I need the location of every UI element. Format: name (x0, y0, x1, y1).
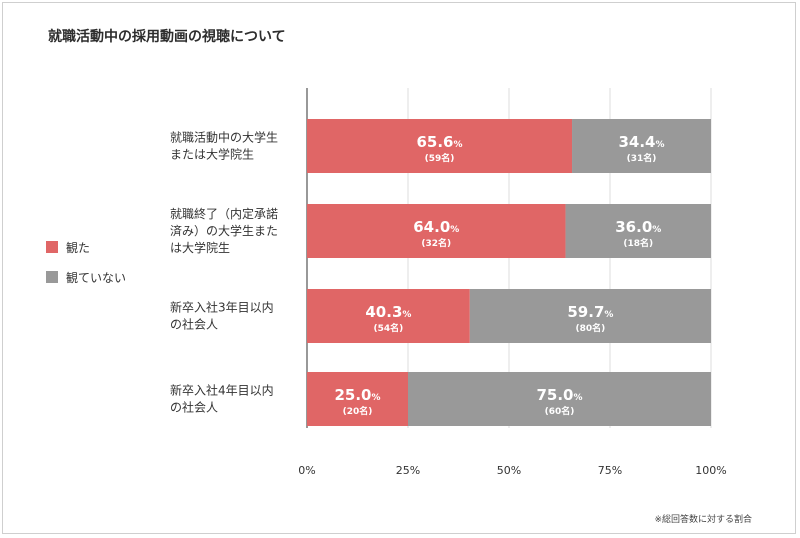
x-tick-label: 0% (298, 464, 315, 477)
count-label: (32名) (421, 237, 451, 249)
category-label: 就職活動中の大学生 (170, 130, 278, 145)
count-label: (59名) (425, 152, 455, 164)
x-tick-label: 50% (497, 464, 521, 477)
category-label: 就職終了（内定承諾 (170, 206, 278, 221)
data-label: 36.0% (615, 218, 661, 236)
bar-watched (307, 204, 566, 258)
legend-item-watched: 観た (46, 238, 126, 256)
data-label: 40.3% (365, 303, 411, 321)
legend-swatch-watched (46, 241, 58, 253)
bar-watched (307, 289, 470, 343)
data-label: 75.0% (536, 386, 582, 404)
bar-watched (307, 372, 408, 426)
legend: 観た 観ていない (46, 238, 126, 298)
x-tick-label: 25% (396, 464, 420, 477)
data-label: 64.0% (413, 218, 459, 236)
category-label: 済み）の大学生また (170, 223, 278, 238)
bar-watched (307, 119, 573, 173)
data-label: 34.4% (618, 133, 664, 151)
bar-not-watched (408, 372, 711, 426)
data-label: 59.7% (567, 303, 613, 321)
legend-swatch-not-watched (46, 271, 58, 283)
data-label: 65.6% (416, 133, 462, 151)
count-label: (20名) (343, 405, 373, 417)
bar-not-watched (469, 289, 711, 343)
legend-label-watched: 観た (66, 240, 91, 255)
count-label: (54名) (374, 322, 404, 334)
category-label: 新卒入社4年目以内 (170, 383, 274, 398)
category-label: または大学院生 (170, 147, 254, 162)
chart-title: 就職活動中の採用動画の視聴について (48, 29, 286, 45)
footnote: ※総回答数に対する割合 (654, 515, 752, 525)
category-label: は大学院生 (170, 240, 230, 255)
category-label: 新卒入社3年目以内 (170, 300, 274, 315)
category-label: の社会人 (170, 317, 218, 332)
bar-not-watched (572, 119, 711, 173)
count-label: (31名) (627, 152, 657, 164)
x-tick-label: 100% (695, 464, 726, 477)
legend-item-not-watched: 観ていない (46, 268, 126, 286)
x-tick-label: 75% (598, 464, 622, 477)
bar-not-watched (565, 204, 711, 258)
count-label: (18名) (623, 237, 653, 249)
legend-label-not-watched: 観ていない (66, 270, 127, 285)
data-label: 25.0% (334, 386, 380, 404)
count-label: (60名) (545, 405, 575, 417)
category-label: の社会人 (170, 400, 218, 415)
count-label: (80名) (576, 322, 606, 334)
